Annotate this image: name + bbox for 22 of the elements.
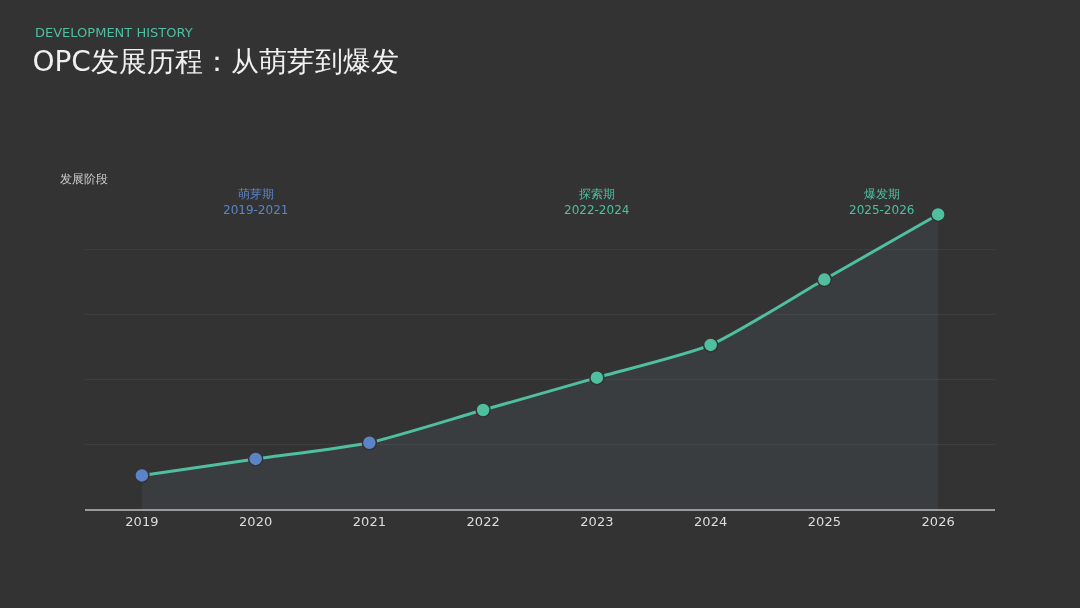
chart-title: OPC发展历程：从萌芽到爆发 <box>32 45 399 79</box>
x-tick-label: 2021 <box>352 514 386 530</box>
chart-subtitle: DEVELOPMENT HISTORY <box>35 25 193 40</box>
x-tick-label: 2024 <box>694 514 728 530</box>
x-tick-label: 2025 <box>807 514 841 530</box>
x-tick-label: 2023 <box>580 514 614 530</box>
x-tick-label: 2022 <box>466 514 500 530</box>
x-tick-label: 2020 <box>239 514 273 530</box>
point <box>134 467 150 484</box>
point <box>702 337 719 353</box>
annotation: 探索期 2022-2024 <box>564 187 630 217</box>
x-tick-label: 2019 <box>125 514 159 530</box>
x-tick-label: 2026 <box>921 514 955 530</box>
point <box>475 402 491 418</box>
annotation: 萌芽期 2019-2021 <box>223 187 289 217</box>
point <box>816 271 833 288</box>
y-axis-title: 发展阶段 <box>60 172 108 186</box>
point <box>589 369 605 386</box>
point <box>247 451 264 467</box>
annotation: 爆发期 2025-2026 <box>849 187 915 217</box>
point <box>930 206 946 223</box>
point <box>361 434 378 451</box>
